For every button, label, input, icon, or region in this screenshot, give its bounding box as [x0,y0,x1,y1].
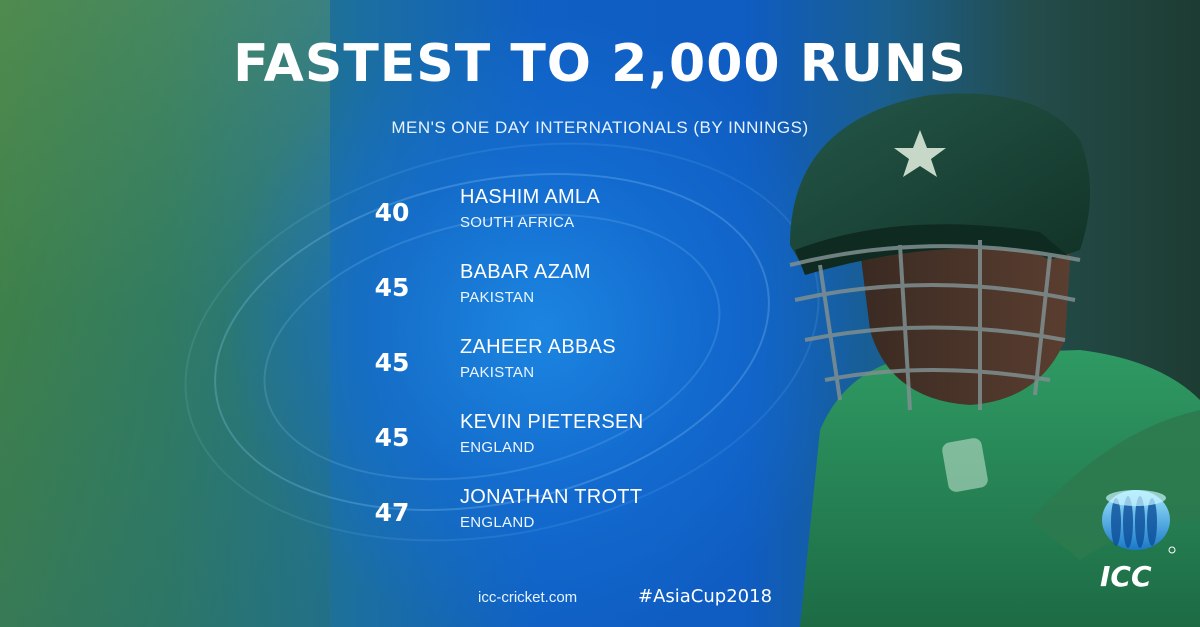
player-country: PAKISTAN [460,364,535,381]
background-haze [0,0,330,627]
player-country: ENGLAND [460,439,535,456]
list-item: 45 ZAHEER ABBAS PAKISTAN [350,332,770,407]
list-item: 45 BABAR AZAM PAKISTAN [350,257,770,332]
innings-count: 45 [374,423,410,452]
player-name: BABAR AZAM [460,261,591,283]
ranking-list: 40 HASHIM AMLA SOUTH AFRICA 45 BABAR AZA… [350,182,770,557]
player-image [789,93,1200,627]
player-name: ZAHEER ABBAS [460,336,616,358]
footer-website: icc-cricket.com [478,589,578,606]
list-item: 47 JONATHAN TROTT ENGLAND [350,482,770,557]
icc-logo-icon [1102,490,1176,554]
page-title: FASTEST TO 2,000 RUNS [233,34,967,94]
player-country: SOUTH AFRICA [460,214,575,231]
innings-count: 45 [374,273,410,302]
list-item: 45 KEVIN PIETERSEN ENGLAND [350,407,770,482]
list-item: 40 HASHIM AMLA SOUTH AFRICA [350,182,770,257]
player-name: HASHIM AMLA [460,186,600,208]
player-name: JONATHAN TROTT [460,486,643,508]
page-subtitle: MEN'S ONE DAY INTERNATIONALS (BY INNINGS… [391,118,809,137]
icc-logo-text: ICC [1100,560,1152,593]
innings-count: 40 [374,198,410,227]
player-country: PAKISTAN [460,289,535,306]
footer-hashtag: #AsiaCup2018 [638,586,773,607]
player-name: KEVIN PIETERSEN [460,411,644,433]
innings-count: 45 [374,348,410,377]
innings-count: 47 [374,498,410,527]
player-country: ENGLAND [460,514,535,531]
